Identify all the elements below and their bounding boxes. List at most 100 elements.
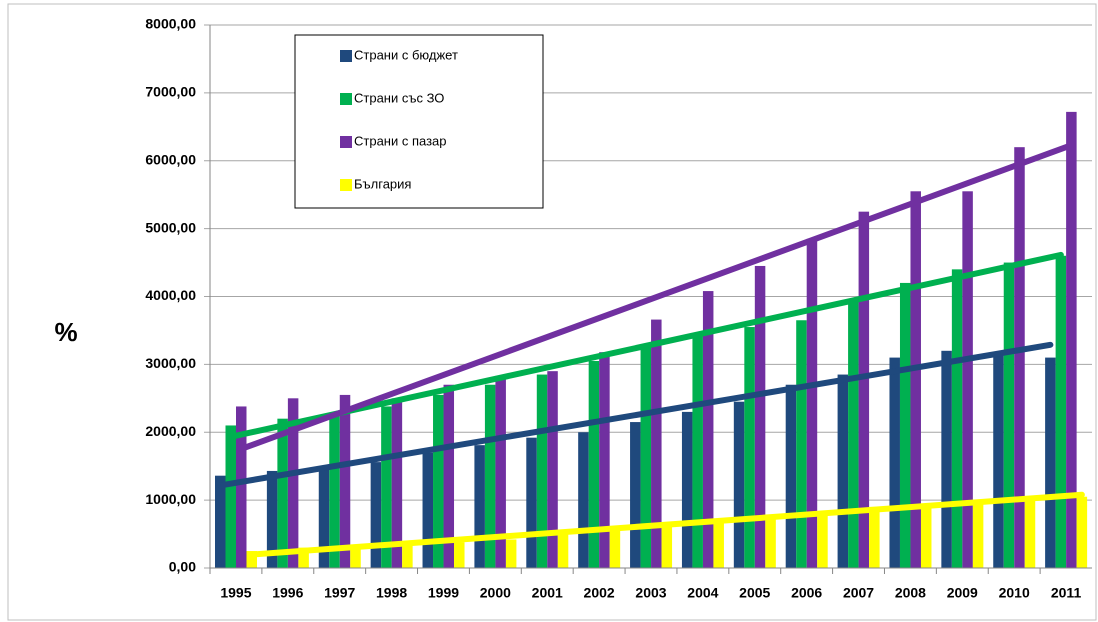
bar <box>557 534 569 568</box>
legend-label: България <box>354 176 411 191</box>
trend-line <box>248 491 1085 558</box>
bar <box>578 432 589 568</box>
bar <box>609 528 621 568</box>
bar <box>236 406 247 568</box>
bar <box>1003 262 1015 568</box>
bar <box>1045 357 1056 568</box>
bar <box>692 333 703 568</box>
x-tick-label: 1997 <box>324 585 355 601</box>
x-tick-label: 1996 <box>272 585 303 601</box>
trend-line <box>217 341 1054 489</box>
y-tick-label: 2000,00 <box>145 423 196 439</box>
x-tick-label: 2003 <box>635 585 666 601</box>
bar <box>837 374 849 568</box>
chart-frame <box>7 3 1097 621</box>
bar <box>422 452 434 568</box>
bar <box>651 319 662 568</box>
x-tick-label: 1995 <box>220 585 251 601</box>
bar <box>765 517 776 568</box>
legend-box <box>294 34 544 209</box>
bar <box>266 470 278 568</box>
bar <box>941 350 952 568</box>
bar <box>350 547 361 568</box>
legend-swatch <box>340 93 352 105</box>
bar <box>381 406 392 568</box>
bar <box>298 547 309 568</box>
trend-line <box>238 142 1075 452</box>
x-tick-label: 2009 <box>947 585 978 601</box>
x-tick-label: 2010 <box>999 585 1030 601</box>
bar <box>599 352 610 568</box>
bar <box>370 462 382 568</box>
bar <box>899 282 911 568</box>
bar <box>630 422 641 568</box>
bar <box>962 191 973 568</box>
x-tick-label: 2004 <box>687 585 718 601</box>
legend-label: Страни с бюджет <box>354 47 458 62</box>
bar <box>526 437 537 568</box>
bar <box>972 500 984 568</box>
bar <box>495 375 506 568</box>
bar <box>484 384 496 568</box>
bar <box>474 445 485 568</box>
bar <box>702 291 714 568</box>
bar <box>640 347 652 568</box>
y-tick-label: 4000,00 <box>145 287 196 303</box>
bar <box>329 415 340 568</box>
bar <box>246 551 257 568</box>
bar <box>817 512 828 568</box>
bar <box>1076 496 1088 568</box>
bar <box>848 299 859 568</box>
bar <box>951 269 963 568</box>
legend-swatch <box>340 136 352 148</box>
x-tick-label: 2005 <box>739 585 770 601</box>
y-tick-label: 6000,00 <box>145 151 196 167</box>
bar <box>1024 500 1036 568</box>
bar <box>869 506 880 568</box>
legend-swatch <box>340 179 352 191</box>
legend-swatch <box>340 50 352 62</box>
bar <box>443 384 455 568</box>
x-tick-label: 2008 <box>895 585 926 601</box>
bar <box>277 418 288 568</box>
bar <box>858 211 870 568</box>
bar <box>536 374 548 568</box>
bar <box>889 357 900 568</box>
bar <box>806 238 818 568</box>
bar <box>713 521 724 568</box>
y-tick-label: 7000,00 <box>145 84 196 100</box>
y-tick-label: 0,00 <box>169 559 196 575</box>
bar <box>1066 111 1077 568</box>
trend-line <box>227 251 1064 440</box>
legend-label: Страни със ЗО <box>354 90 444 105</box>
bar <box>454 542 465 568</box>
bar <box>215 475 226 568</box>
x-tick-label: 1999 <box>428 585 459 601</box>
bar <box>433 394 444 568</box>
x-tick-label: 2002 <box>584 585 615 601</box>
bar <box>1014 147 1025 569</box>
bar <box>681 411 693 568</box>
bar <box>754 265 766 568</box>
y-tick-label: 3000,00 <box>145 355 196 371</box>
bar <box>588 360 600 568</box>
y-axis-label: % <box>54 317 77 347</box>
bar <box>391 398 403 568</box>
legend: Страни с бюджет Страни със ЗО Страни с паз… <box>294 34 544 209</box>
x-tick-label: 2001 <box>532 585 563 601</box>
bar <box>796 320 807 568</box>
x-tick-label: 1998 <box>376 585 407 601</box>
x-tick-label: 2007 <box>843 585 874 601</box>
bar <box>744 327 755 568</box>
x-tick-label: 2000 <box>480 585 511 601</box>
bar <box>402 545 413 568</box>
y-tick-label: 8000,00 <box>145 16 196 32</box>
bar <box>733 401 745 568</box>
bar <box>920 503 932 568</box>
bar <box>661 523 673 568</box>
bar <box>505 539 517 568</box>
y-tick-label: 5000,00 <box>145 219 196 235</box>
bar <box>785 384 797 568</box>
bar <box>225 425 236 568</box>
